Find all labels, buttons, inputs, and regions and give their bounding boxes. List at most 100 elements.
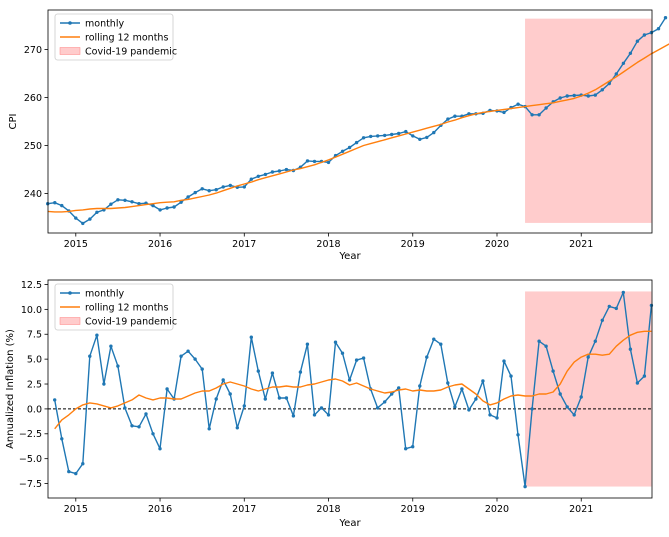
monthly-data-point xyxy=(530,113,534,117)
monthly-data-point xyxy=(439,342,443,346)
x-tick-label: 2019 xyxy=(401,239,425,250)
legend-entry-label: Covid-19 pandemic xyxy=(85,46,177,57)
monthly-data-point xyxy=(607,304,611,309)
monthly-data-point xyxy=(361,356,366,360)
x-tick-label: 2016 xyxy=(148,239,172,250)
monthly-data-point xyxy=(404,447,408,451)
monthly-data-point xyxy=(544,344,548,348)
monthly-data-point xyxy=(305,159,310,163)
monthly-data-point xyxy=(256,369,260,373)
monthly-data-point xyxy=(446,117,450,121)
monthly-data-point xyxy=(116,364,120,368)
legend-covid-swatch xyxy=(59,47,81,55)
monthly-data-point xyxy=(81,221,85,226)
monthly-data-point xyxy=(130,424,134,428)
monthly-data-point xyxy=(123,198,127,202)
monthly-data-point xyxy=(354,358,359,362)
monthly-data-point xyxy=(137,202,141,206)
x-tick-label: 2020 xyxy=(485,239,509,250)
monthly-data-point xyxy=(109,202,113,206)
monthly-data-point xyxy=(298,370,303,374)
plot-frame xyxy=(47,279,653,499)
legend: monthly rolling 12 months Covid-19 pandemi… xyxy=(54,13,177,61)
monthly-data-point xyxy=(179,200,183,204)
monthly-data-point xyxy=(376,134,380,138)
monthly-data-point xyxy=(221,185,225,189)
y-tick-label: 0.0 xyxy=(27,404,42,415)
x-tick-label: 2021 xyxy=(569,239,593,250)
monthly-data-point xyxy=(312,159,317,164)
monthly-data-point xyxy=(565,405,569,409)
monthly-data-point xyxy=(656,27,661,31)
monthly-data-point xyxy=(579,395,583,399)
monthly-data-point xyxy=(649,30,654,35)
x-tick-label: 2017 xyxy=(232,239,256,250)
monthly-data-point xyxy=(242,185,246,189)
monthly-data-point xyxy=(530,407,534,411)
plot-frame xyxy=(47,9,653,234)
monthly-data-point xyxy=(642,374,647,378)
monthly-data-point xyxy=(60,437,64,441)
monthly-data-point xyxy=(333,340,338,344)
monthly-data-point xyxy=(305,342,310,346)
legend: monthly rolling 12 months Covid-19 pandemi… xyxy=(54,283,177,331)
monthly-data-point xyxy=(158,208,162,212)
monthly-data-point xyxy=(186,349,190,353)
monthly-data-point xyxy=(130,200,134,204)
legend-covid-swatch xyxy=(59,317,81,325)
monthly-data-point xyxy=(446,381,450,385)
x-tick-label: 2020 xyxy=(485,504,509,515)
monthly-data-point xyxy=(551,369,555,373)
monthly-data-point xyxy=(284,167,289,172)
y-axis-label: CPI xyxy=(8,114,19,130)
monthly-data-point xyxy=(523,484,527,489)
x-tick-label: 2015 xyxy=(64,504,88,515)
x-axis-label: Year xyxy=(338,251,361,262)
monthly-data-point xyxy=(326,413,331,417)
monthly-data-point xyxy=(621,290,625,295)
covid-pandemic-span xyxy=(525,291,652,487)
monthly-data-point xyxy=(516,433,520,437)
monthly-data-point xyxy=(165,206,169,210)
monthly-data-point xyxy=(572,93,576,98)
monthly-data-point xyxy=(263,397,267,401)
legend-entry-label: monthly xyxy=(85,288,124,299)
monthly-data-point xyxy=(614,72,618,76)
rolling-series-line xyxy=(47,43,669,213)
monthly-data-point xyxy=(565,94,569,98)
monthly-data-point xyxy=(432,337,436,341)
monthly-data-point xyxy=(586,355,590,359)
monthly-data-point xyxy=(635,381,640,385)
monthly-data-point xyxy=(137,425,141,429)
monthly-data-point xyxy=(158,447,162,451)
monthly-data-point xyxy=(404,129,408,134)
monthly-data-point xyxy=(411,445,415,449)
monthly-data-point xyxy=(467,112,471,116)
monthly-data-point xyxy=(593,339,597,343)
monthly-data-point xyxy=(663,16,668,20)
monthly-data-point xyxy=(221,378,225,382)
monthly-data-point xyxy=(200,367,204,371)
legend-box xyxy=(54,13,174,61)
monthly-data-point xyxy=(375,406,380,410)
monthly-data-point xyxy=(628,347,633,351)
y-tick-label: 2.5 xyxy=(27,379,42,390)
monthly-data-point xyxy=(502,110,506,115)
monthly-data-point xyxy=(249,335,253,339)
monthly-data-point xyxy=(614,306,618,311)
y-tick-label: 240 xyxy=(24,189,42,200)
monthly-data-point xyxy=(81,462,85,466)
y-tick-label: 5.0 xyxy=(27,355,42,366)
monthly-data-point xyxy=(151,203,155,208)
monthly-data-point xyxy=(495,416,499,420)
monthly-data-point xyxy=(326,160,331,165)
legend-monthly-marker xyxy=(68,291,72,295)
monthly-data-point xyxy=(593,93,597,97)
monthly-data-point xyxy=(649,303,654,308)
monthly-data-point xyxy=(467,408,471,412)
monthly-data-point xyxy=(425,355,429,359)
monthly-data-point xyxy=(600,318,604,322)
monthly-data-point xyxy=(179,354,183,358)
x-tick-label: 2015 xyxy=(64,239,88,250)
